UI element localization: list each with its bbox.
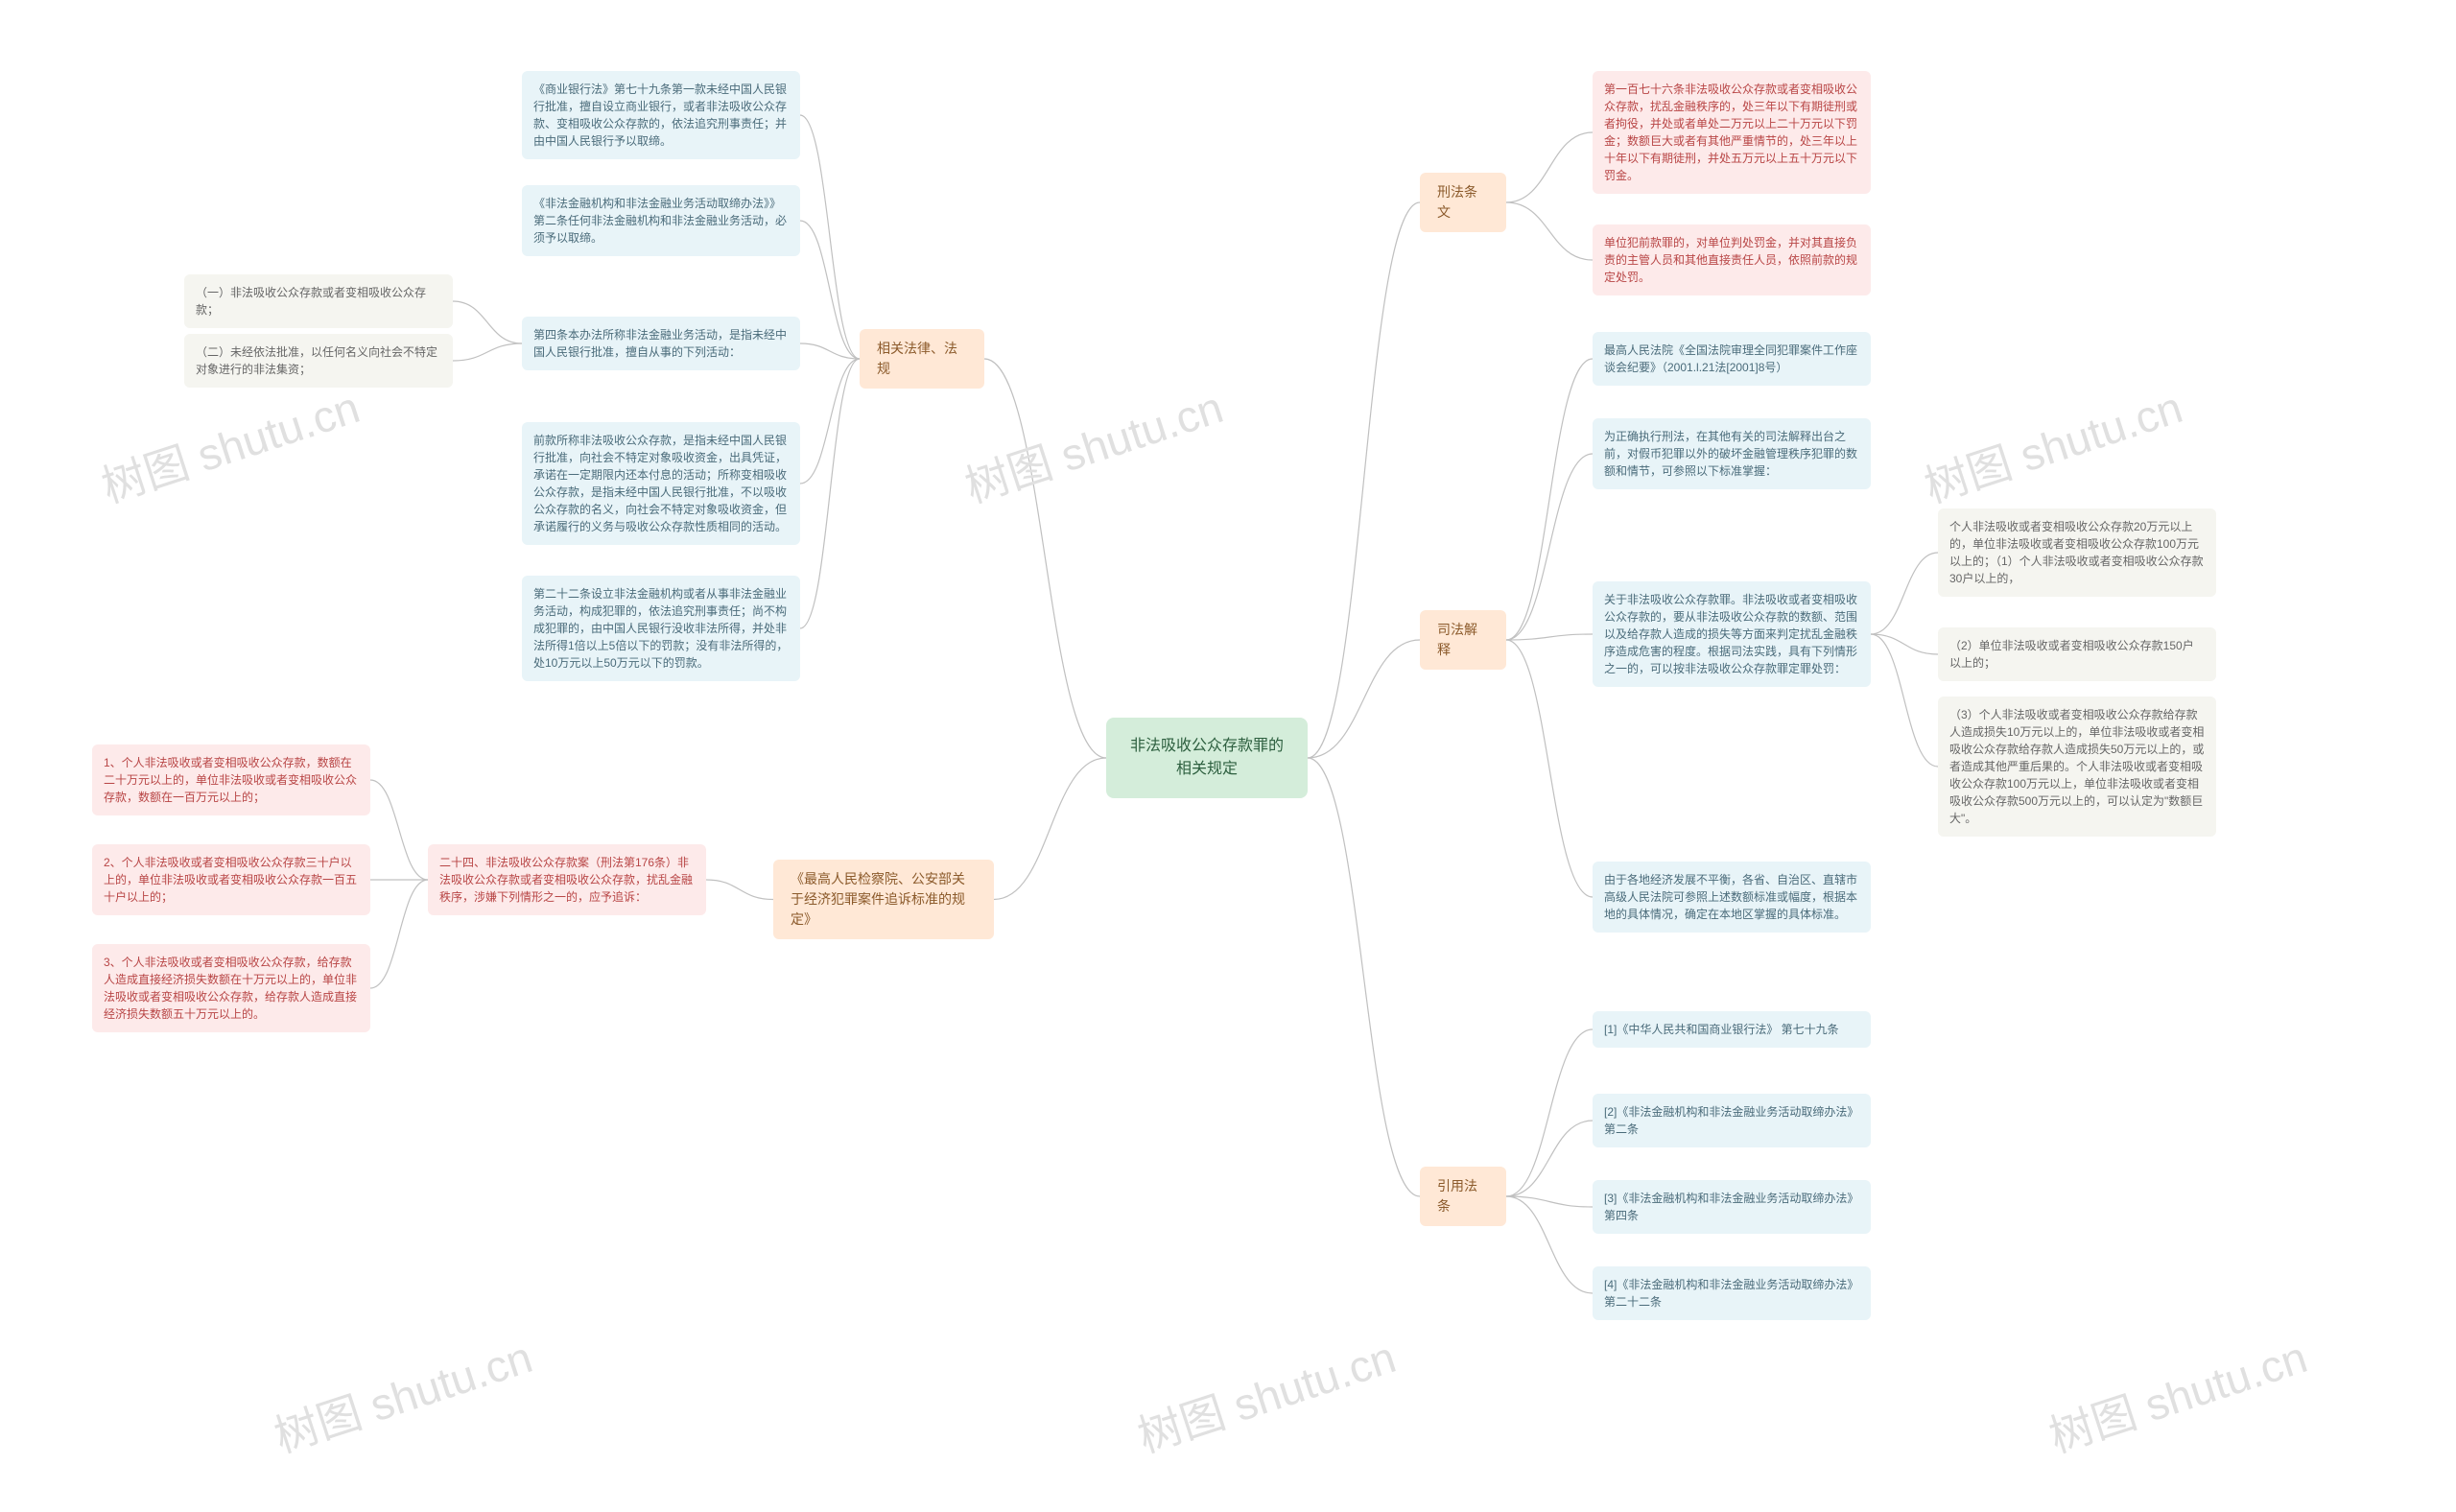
- watermark-3: 树图 shutu.cn: [266, 1323, 539, 1466]
- right-2-child-3: [4]《非法金融机构和非法金融业务活动取缔办法》 第二十二条: [1593, 1266, 1871, 1320]
- left-1-child-0: 二十四、非法吸收公众存款案（刑法第176条）非法吸收公众存款或者变相吸收公众存款…: [428, 844, 706, 915]
- right-branch-2: 引用法条: [1420, 1167, 1506, 1226]
- watermark-1: 树图 shutu.cn: [956, 373, 1230, 516]
- right-0-child-1: 单位犯前款罪的，对单位判处罚金，并对其直接负责的主管人员和其他直接责任人员，依照…: [1593, 224, 1871, 295]
- left-0-child-2: 第四条本办法所称非法金融业务活动，是指未经中国人民银行批准，擅自从事的下列活动：: [522, 317, 800, 370]
- left-1-0-gc-1: 2、个人非法吸收或者变相吸收公众存款三十户以上的，单位非法吸收或者变相吸收公众存…: [92, 844, 370, 915]
- center-node: 非法吸收公众存款罪的相关规定: [1106, 718, 1308, 798]
- right-1-child-1: 为正确执行刑法，在其他有关的司法解释出台之前，对假币犯罪以外的破坏金融管理秩序犯…: [1593, 418, 1871, 489]
- right-0-child-0: 第一百七十六条非法吸收公众存款或者变相吸收公众存款，扰乱金融秩序的，处三年以下有…: [1593, 71, 1871, 194]
- left-0-child-1: 《非法金融机构和非法金融业务活动取缔办法》》第二条任何非法金融机构和非法金融业务…: [522, 185, 800, 256]
- left-0-2-gc-0: （一）非法吸收公众存款或者变相吸收公众存款；: [184, 274, 453, 328]
- left-1-0-gc-0: 1、个人非法吸收或者变相吸收公众存款，数额在二十万元以上的，单位非法吸收或者变相…: [92, 744, 370, 815]
- watermark-4: 树图 shutu.cn: [1129, 1323, 1403, 1466]
- watermark-0: 树图 shutu.cn: [93, 373, 366, 516]
- watermark-2: 树图 shutu.cn: [1916, 373, 2189, 516]
- right-2-child-1: [2]《非法金融机构和非法金融业务活动取缔办法》 第二条: [1593, 1094, 1871, 1147]
- left-0-child-0: 《商业银行法》第七十九条第一款未经中国人民银行批准，擅自设立商业银行，或者非法吸…: [522, 71, 800, 159]
- left-1-0-gc-2: 3、个人非法吸收或者变相吸收公众存款，给存款人造成直接经济损失数额在十万元以上的…: [92, 944, 370, 1032]
- right-1-child-0: 最高人民法院《全国法院审理全同犯罪案件工作座谈会纪要》（2001.l.21法[2…: [1593, 332, 1871, 386]
- right-1-2-gc-2: （3）个人非法吸收或者变相吸收公众存款给存款人造成损失10万元以上的，单位非法吸…: [1938, 697, 2216, 837]
- right-1-2-gc-1: （2）单位非法吸收或者变相吸收公众存款150户以上的；: [1938, 627, 2216, 681]
- watermark-5: 树图 shutu.cn: [2041, 1323, 2314, 1466]
- right-branch-0: 刑法条文: [1420, 173, 1506, 232]
- left-0-child-3: 前款所称非法吸收公众存款，是指未经中国人民银行批准，向社会不特定对象吸收资金，出…: [522, 422, 800, 545]
- left-branch-1: 《最高人民检察院、公安部关于经济犯罪案件追诉标准的规定》: [773, 860, 994, 939]
- right-1-child-3: 由于各地经济发展不平衡，各省、自治区、直辖市高级人民法院可参照上述数额标准或幅度…: [1593, 862, 1871, 933]
- right-1-child-2: 关于非法吸收公众存款罪。非法吸收或者变相吸收公众存款的，要从非法吸收公众存款的数…: [1593, 581, 1871, 687]
- left-0-2-gc-1: （二）未经依法批准，以任何名义向社会不特定对象进行的非法集资；: [184, 334, 453, 388]
- right-2-child-0: [1]《中华人民共和国商业银行法》 第七十九条: [1593, 1011, 1871, 1048]
- right-2-child-2: [3]《非法金融机构和非法金融业务活动取缔办法》 第四条: [1593, 1180, 1871, 1234]
- left-0-child-4: 第二十二条设立非法金融机构或者从事非法金融业务活动，构成犯罪的，依法追究刑事责任…: [522, 576, 800, 681]
- right-branch-1: 司法解释: [1420, 610, 1506, 670]
- left-branch-0: 相关法律、法规: [860, 329, 984, 389]
- right-1-2-gc-0: 个人非法吸收或者变相吸收公众存款20万元以上的，单位非法吸收或者变相吸收公众存款…: [1938, 508, 2216, 597]
